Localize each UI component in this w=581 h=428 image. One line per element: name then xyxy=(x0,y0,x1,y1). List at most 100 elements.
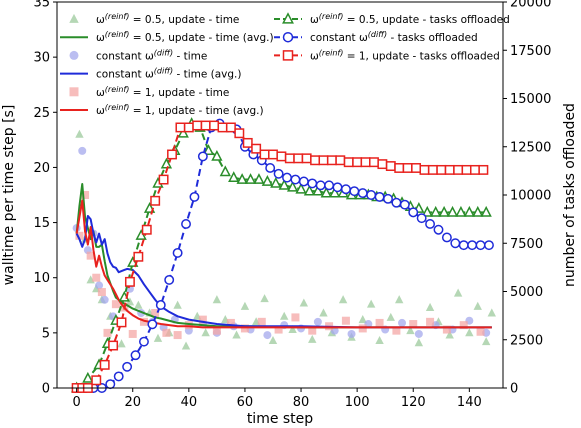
legend-entry-green_tasks: ω(reinf) = 0.5, update - tasks offloaded xyxy=(274,12,510,26)
tasks-point xyxy=(349,186,360,197)
y-right-tick-label: 15000 xyxy=(510,92,551,107)
legend-label: ω(reinf) = 0.5, update - tasks offloaded xyxy=(310,12,510,26)
tasks-point xyxy=(130,350,141,361)
scatter-point xyxy=(274,325,283,334)
scatter-point xyxy=(201,328,210,337)
scatter-point xyxy=(442,325,451,334)
tasks-point xyxy=(329,186,341,198)
tasks-point xyxy=(402,163,413,173)
tasks-point xyxy=(200,120,211,131)
tasks-point xyxy=(234,128,245,139)
scatter-point xyxy=(406,326,415,335)
tasks-point xyxy=(99,359,110,370)
tasks-point xyxy=(332,182,343,193)
tasks-point xyxy=(160,157,173,169)
scatter-point xyxy=(263,331,272,340)
tasks-point xyxy=(399,199,410,210)
scatter-point xyxy=(425,302,435,311)
tasks-point xyxy=(453,164,464,175)
scatter-point xyxy=(426,317,435,326)
scatter-point xyxy=(153,333,163,342)
y-left-tick-label: 10 xyxy=(33,271,50,286)
tasks-point xyxy=(446,205,459,217)
tasks-point xyxy=(116,317,127,328)
tasks-point xyxy=(472,205,484,217)
marks-layer xyxy=(70,117,496,393)
tasks-point xyxy=(469,164,480,175)
legend-label: constant ω(diff) - tasks offloaded xyxy=(310,30,478,44)
tasks-point xyxy=(108,340,119,351)
scatter-point xyxy=(291,313,300,322)
x-tick-label: 20 xyxy=(124,395,141,410)
legend-left: ω(reinf) = 0.5, update - time ω(reinf) = … xyxy=(60,12,274,117)
scatter-point xyxy=(181,341,191,350)
tasks-point xyxy=(324,180,335,191)
tasks-point xyxy=(133,251,144,262)
tasks-point xyxy=(484,240,494,251)
legend-entry-blue_time: constant ω(diff) - time xyxy=(69,48,207,62)
legend-label: ω(reinf) = 1, update - time xyxy=(96,85,229,99)
tasks-point xyxy=(444,164,455,175)
scatter-point xyxy=(459,321,468,330)
scatter-point xyxy=(313,317,322,326)
legend-marker xyxy=(282,12,294,24)
legend-entry-green_time: ω(reinf) = 0.5, update - time xyxy=(69,12,239,26)
y-right-tick-label: 7500 xyxy=(510,237,543,252)
tasks-point xyxy=(253,173,265,184)
tasks-point xyxy=(177,126,189,138)
scatter-point xyxy=(473,301,482,310)
tasks-point xyxy=(478,164,489,175)
y-left-tick-label: 0 xyxy=(42,382,50,397)
scatter-point xyxy=(453,288,463,297)
tasks-point xyxy=(139,336,149,347)
tasks-point xyxy=(172,247,183,258)
legend-label: ω(reinf) = 1, update - time (avg.) xyxy=(96,103,264,117)
tasks-point xyxy=(202,144,215,155)
legend-label: constant ω(diff) - time (avg.) xyxy=(96,67,241,81)
tasks-point xyxy=(284,153,295,164)
legend-marker xyxy=(69,50,79,60)
tasks-point xyxy=(82,371,94,383)
tasks-point xyxy=(155,300,166,310)
tasks-point xyxy=(438,205,450,217)
scatter-point xyxy=(240,324,249,333)
y-right-tick-label: 5000 xyxy=(510,285,543,300)
y-left-tick-label: 35 xyxy=(33,0,50,11)
tasks-point xyxy=(475,240,486,251)
scatter-point xyxy=(173,331,182,340)
tasks-point xyxy=(278,178,290,190)
tasks-point xyxy=(295,182,307,194)
tasks-point xyxy=(427,164,438,175)
scatter-point xyxy=(445,330,454,339)
tasks-point xyxy=(124,276,135,287)
tasks-point xyxy=(261,175,274,186)
tasks-point xyxy=(433,224,444,235)
tasks-point xyxy=(298,176,309,187)
scatter-point xyxy=(280,311,289,320)
legend-label: constant ω(diff) - time xyxy=(96,48,207,62)
x-tick-label: 80 xyxy=(293,395,310,410)
tasks-point xyxy=(183,122,194,133)
tasks-point xyxy=(430,205,442,217)
frame-layer xyxy=(53,1,507,392)
y-right-tick-label: 0 xyxy=(510,382,518,397)
tasks-point xyxy=(273,168,284,179)
legend-label: ω(reinf) = 0.5, update - time xyxy=(96,12,239,26)
legend-marker xyxy=(69,13,79,23)
x-tick-label: 60 xyxy=(237,395,254,410)
x-tick-label: 0 xyxy=(72,395,80,410)
scatter-point xyxy=(375,335,384,345)
x-tick-label: 140 xyxy=(457,395,482,410)
scatter-point xyxy=(212,326,221,335)
legend-right: ω(reinf) = 0.5, update - tasks offloaded… xyxy=(274,12,510,62)
scatter-point xyxy=(481,337,491,346)
tasks-point xyxy=(209,120,220,131)
scatter-point xyxy=(75,129,84,138)
tasks-point xyxy=(458,240,469,251)
tasks-point xyxy=(147,319,158,330)
scatter-point xyxy=(308,326,317,335)
tasks-point xyxy=(343,157,354,168)
legend-entry-red_time: ω(reinf) = 1, update - time xyxy=(69,85,229,99)
